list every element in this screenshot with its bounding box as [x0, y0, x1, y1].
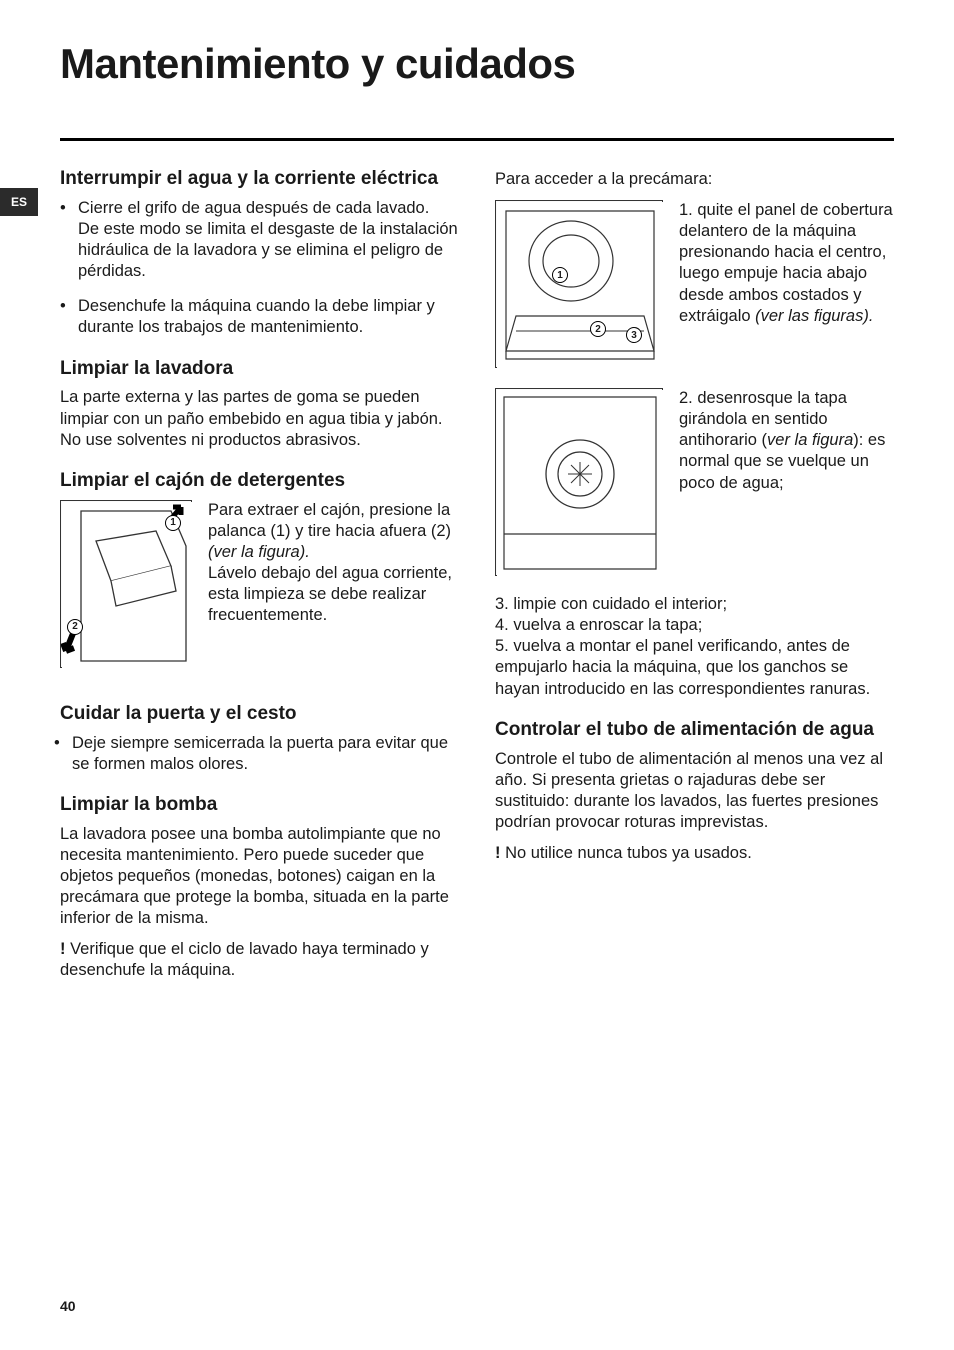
step1-fig: (ver las figuras).	[755, 307, 873, 325]
figure-row-panel: 1 2 3 1. quite el panel de cobertura del…	[495, 200, 894, 368]
language-badge: ES	[0, 188, 38, 216]
section-title-clean-drawer: Limpiar el cajón de detergentes	[60, 471, 459, 492]
section-title-pump: Limpiar la bomba	[60, 795, 459, 816]
page-title: Mantenimiento y cuidados	[60, 40, 894, 88]
section-title-door: Cuidar la puerta y el cesto	[60, 704, 459, 725]
content-columns: Interrumpir el agua y la corriente eléct…	[60, 169, 894, 991]
panel-figure: 1 2 3	[495, 200, 663, 368]
steps-345: 3. limpie con cuidado el interior; 4. vu…	[495, 594, 894, 700]
figure-badge-3: 3	[626, 327, 642, 343]
bullet-list-door: Deje siempre semicerrada la puerta para …	[60, 733, 459, 775]
section-title-hose: Controlar el tubo de alimentación de agu…	[495, 720, 894, 741]
warning-body: Verifique que el ciclo de lavado haya te…	[60, 940, 429, 979]
cap-figure	[495, 388, 663, 576]
drawer-figure: 1 2	[60, 500, 192, 668]
left-column: Interrumpir el agua y la corriente eléct…	[60, 169, 459, 991]
body-text: La lavadora posee una bomba autolimpiant…	[60, 824, 459, 930]
list-item: Desenchufe la máquina cuando la debe lim…	[78, 296, 459, 338]
warning-text: ! No utilice nunca tubos ya usados.	[495, 843, 894, 864]
warning-body: No utilice nunca tubos ya usados.	[501, 844, 752, 862]
drawer-text-1: Para extraer el cajón, presione la palan…	[208, 501, 451, 540]
figure-badge-2: 2	[67, 619, 83, 635]
figure-badge-1: 1	[552, 267, 568, 283]
list-item: Cierre el grifo de agua después de cada …	[78, 198, 459, 282]
step2-fig: ver la figura	[767, 431, 853, 449]
figure-row-drawer: 1 2 Para extraer el cajón, presione la p…	[60, 500, 459, 668]
list-item: Deje siempre semicerrada la puerta para …	[72, 733, 459, 775]
figure-badge-2: 2	[590, 321, 606, 337]
body-text: Controle el tubo de alimentación al meno…	[495, 749, 894, 833]
horizontal-rule	[60, 138, 894, 141]
drawer-text-2: Lávelo debajo del agua corriente, esta l…	[208, 564, 452, 624]
body-text: 2. desenrosque la tapa girándola en sent…	[679, 388, 894, 494]
body-text: Para acceder a la precámara:	[495, 169, 894, 190]
warning-text: ! Verifique que el ciclo de lavado haya …	[60, 939, 459, 981]
page-number: 40	[60, 1298, 76, 1314]
figure-badge-1: 1	[165, 515, 181, 531]
body-text: La parte externa y las partes de goma se…	[60, 387, 459, 450]
section-title-clean-washer: Limpiar la lavadora	[60, 359, 459, 380]
bullet-list-interrupt: Cierre el grifo de agua después de cada …	[60, 198, 459, 339]
drawer-text-fig: (ver la figura).	[208, 543, 310, 561]
body-text: Para extraer el cajón, presione la palan…	[208, 500, 459, 627]
figure-row-cap: 2. desenrosque la tapa girándola en sent…	[495, 388, 894, 576]
section-title-interrupt: Interrumpir el agua y la corriente eléct…	[60, 169, 459, 190]
right-column: Para acceder a la precámara: 1 2 3 1. qu…	[495, 169, 894, 991]
body-text: 1. quite el panel de cobertura delantero…	[679, 200, 894, 327]
